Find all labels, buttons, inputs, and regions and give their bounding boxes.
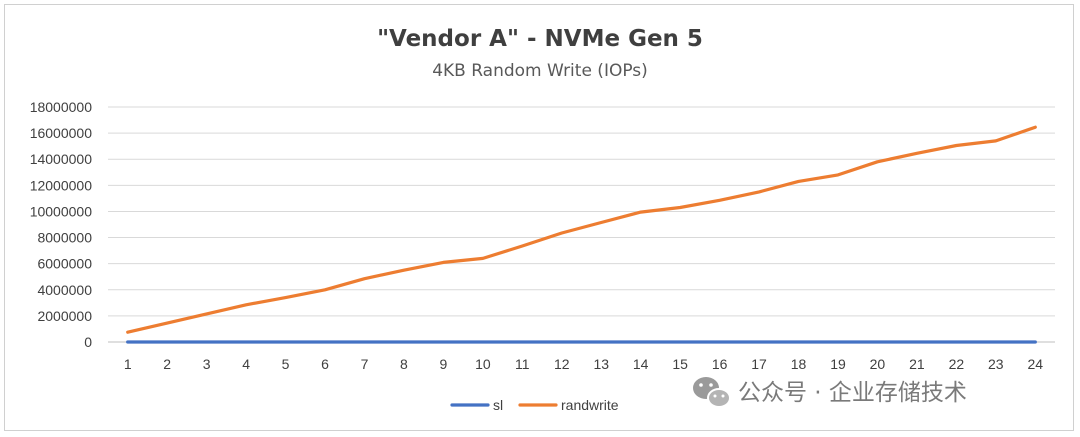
x-tick-label: 5	[282, 356, 290, 372]
y-axis-ticks: 0 2000000 4000000 6000000 8000000 10000000 120…	[30, 99, 93, 350]
grid-lines	[108, 107, 1055, 342]
y-tick-label: 16000000	[30, 125, 93, 141]
watermark-text: 公众号 · 企业存储技术	[738, 380, 967, 406]
x-tick-label: 17	[751, 356, 767, 372]
legend-label-sl: sl	[493, 397, 503, 413]
x-axis-ticks: 1 2 3 4 5 6 7 8 9 10 11 12 13 14 15 16 17 18 19 20 21 22 23 24	[124, 356, 1043, 372]
x-tick-label: 23	[988, 356, 1004, 372]
series-line-randwrite	[128, 127, 1036, 332]
y-tick-label: 2000000	[37, 308, 92, 324]
x-tick-label: 2	[163, 356, 171, 372]
x-tick-label: 6	[321, 356, 329, 372]
x-tick-label: 7	[361, 356, 369, 372]
chart-subtitle: 4KB Random Write (IOPs)	[432, 61, 648, 81]
y-tick-label: 14000000	[30, 151, 93, 167]
x-tick-label: 13	[593, 356, 609, 372]
y-tick-label: 10000000	[30, 203, 93, 219]
x-tick-label: 3	[203, 356, 211, 372]
x-tick-label: 16	[712, 356, 728, 372]
x-tick-label: 24	[1027, 356, 1043, 372]
x-tick-label: 15	[672, 356, 688, 372]
y-tick-label: 6000000	[37, 256, 92, 272]
x-tick-label: 12	[554, 356, 570, 372]
wechat-icon	[693, 377, 730, 407]
y-tick-label: 12000000	[30, 177, 93, 193]
x-tick-label: 4	[242, 356, 250, 372]
x-tick-label: 11	[515, 356, 530, 372]
y-tick-label: 18000000	[30, 99, 93, 115]
x-tick-label: 8	[400, 356, 408, 372]
y-tick-label: 8000000	[37, 230, 92, 246]
chart-title: "Vendor A" - NVMe Gen 5	[377, 26, 703, 52]
x-tick-label: 10	[475, 356, 491, 372]
x-tick-label: 22	[949, 356, 965, 372]
x-tick-label: 18	[791, 356, 807, 372]
y-tick-label: 4000000	[37, 282, 92, 298]
x-tick-label: 14	[633, 356, 649, 372]
x-tick-label: 21	[909, 356, 925, 372]
legend: sl randwrite	[452, 397, 619, 413]
x-tick-label: 9	[439, 356, 447, 372]
y-tick-label: 0	[84, 334, 92, 350]
x-tick-label: 20	[870, 356, 886, 372]
legend-label-randwrite: randwrite	[561, 397, 619, 413]
x-tick-label: 1	[124, 356, 132, 372]
x-tick-label: 19	[830, 356, 846, 372]
watermark: 公众号 · 企业存储技术	[693, 377, 967, 407]
